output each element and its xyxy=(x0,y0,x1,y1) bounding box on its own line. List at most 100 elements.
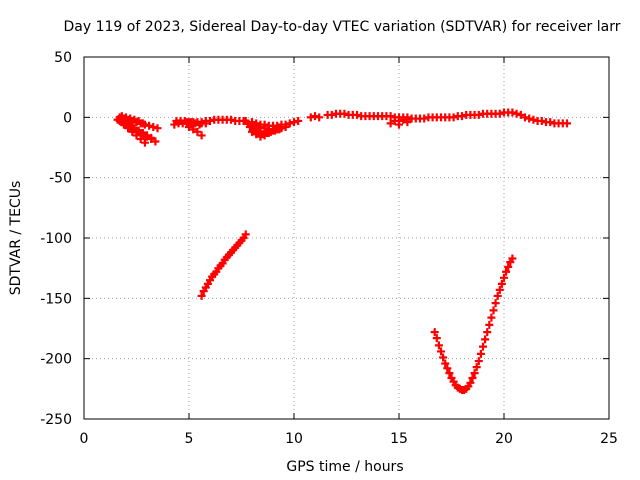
data-point xyxy=(495,109,504,118)
data-series xyxy=(197,230,250,300)
data-point xyxy=(483,328,492,337)
x-axis-label: GPS time / hours xyxy=(286,459,403,475)
data-point xyxy=(197,118,206,127)
data-point xyxy=(285,119,294,128)
data-point xyxy=(264,129,273,138)
data-point xyxy=(143,131,151,140)
data-series xyxy=(430,254,517,395)
data-point xyxy=(245,122,254,131)
data-point xyxy=(500,273,508,282)
data-point xyxy=(124,124,133,133)
data-point xyxy=(180,116,189,125)
data-point xyxy=(430,328,439,337)
y-tick-label: -250 xyxy=(40,412,72,428)
x-tick-labels: 0 5 10 15 20 25 xyxy=(80,431,618,447)
data-point xyxy=(132,131,141,140)
data-point xyxy=(420,114,429,123)
data-point xyxy=(197,291,206,300)
data-point xyxy=(117,112,126,121)
y-tick-label: 0 xyxy=(63,110,72,126)
data-points xyxy=(113,108,571,395)
data-point xyxy=(271,126,280,135)
data-point xyxy=(472,363,481,372)
data-point xyxy=(493,291,502,300)
data-point xyxy=(248,118,256,127)
data-point xyxy=(227,115,235,124)
data-point xyxy=(502,267,511,276)
data-point xyxy=(476,349,485,358)
y-tick-label: -50 xyxy=(49,171,72,187)
plot-frame xyxy=(83,56,610,420)
data-point xyxy=(149,122,158,131)
data-point xyxy=(449,113,458,122)
y-tick-label: -100 xyxy=(40,231,72,247)
x-tick-label: 20 xyxy=(495,431,513,447)
data-point xyxy=(290,118,298,127)
data-point xyxy=(481,335,490,344)
data-series xyxy=(113,112,162,147)
data-point xyxy=(197,131,206,140)
data-point xyxy=(437,347,445,356)
data-point xyxy=(508,108,517,117)
x-tick-label: 25 xyxy=(600,431,618,447)
data-point xyxy=(153,124,162,133)
x-tick-label: 5 xyxy=(185,431,194,447)
data-point xyxy=(474,110,483,119)
data-point xyxy=(508,254,517,263)
data-point xyxy=(130,115,139,124)
data-point xyxy=(252,119,261,128)
data-point xyxy=(563,119,571,128)
data-point xyxy=(441,359,450,368)
data-point xyxy=(252,130,261,139)
data-point xyxy=(512,109,521,118)
data-point xyxy=(185,122,193,131)
data-point xyxy=(466,378,475,387)
x-tick-label: 0 xyxy=(80,431,89,447)
data-point xyxy=(386,112,395,121)
data-point xyxy=(151,137,160,146)
data-point xyxy=(260,120,269,129)
y-axis-label: SDTVAR / TECUs xyxy=(8,181,24,296)
data-point xyxy=(495,285,504,294)
gridlines xyxy=(84,57,609,419)
data-point xyxy=(248,127,256,136)
data-series xyxy=(197,115,250,127)
data-series xyxy=(170,116,210,140)
x-tick-label: 15 xyxy=(390,431,408,447)
data-point xyxy=(443,364,452,373)
data-point xyxy=(189,125,198,134)
chart-title: Day 119 of 2023, Sidereal Day-to-day VTE… xyxy=(64,19,621,35)
data-point xyxy=(468,373,477,382)
data-point xyxy=(134,116,143,125)
data-point xyxy=(241,230,250,239)
data-point xyxy=(140,138,149,147)
data-point xyxy=(485,320,494,329)
data-point xyxy=(138,119,147,128)
data-point xyxy=(432,334,441,343)
data-point xyxy=(386,119,395,128)
data-point xyxy=(439,353,448,362)
data-point xyxy=(489,306,498,315)
data-point xyxy=(353,110,361,119)
data-point xyxy=(525,114,534,123)
data-point xyxy=(281,120,290,129)
data-point xyxy=(294,116,303,125)
y-tick-label: -150 xyxy=(40,291,72,307)
data-point xyxy=(474,357,483,366)
data-point xyxy=(395,120,403,129)
data-point xyxy=(134,126,143,135)
data-point xyxy=(145,121,154,130)
axis-ticks xyxy=(83,56,610,420)
data-point xyxy=(434,341,443,350)
data-point xyxy=(138,129,147,138)
data-point xyxy=(340,109,349,118)
data-series xyxy=(306,108,571,129)
data-point xyxy=(126,114,135,123)
data-point xyxy=(273,121,282,130)
y-tick-labels: 50 0 -50 -100 -150 -200 -250 xyxy=(40,50,72,428)
y-tick-label: 50 xyxy=(54,50,72,66)
data-point xyxy=(521,113,529,122)
data-point xyxy=(206,116,214,125)
data-point xyxy=(497,279,506,288)
